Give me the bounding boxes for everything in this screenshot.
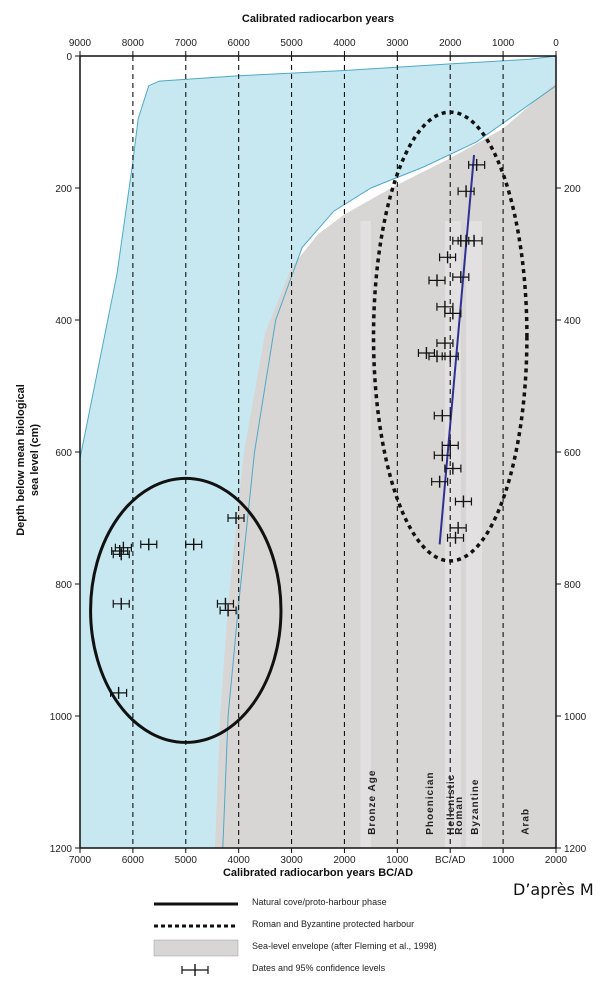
legend-label: Dates and 95% confidence levels [252, 963, 386, 973]
y-tick-label: 0 [66, 52, 72, 63]
x-tick-label: 5000 [175, 855, 198, 866]
y-tick-label: 400 [55, 316, 72, 327]
y-tick-label: 200 [55, 184, 72, 195]
data-point [216, 597, 235, 610]
period-label: Arab [520, 808, 531, 835]
right-y-tick-label: 800 [564, 580, 581, 591]
period-label: Hellenistic [446, 774, 457, 835]
y-tick-label: 600 [55, 448, 72, 459]
legend-swatch [181, 964, 209, 976]
data-point [452, 234, 470, 247]
data-point [227, 512, 245, 524]
x-tick-label: 6000 [122, 855, 145, 866]
top-tick-label: 5000 [280, 38, 303, 49]
top-tick-label: 4000 [333, 38, 356, 49]
data-point [110, 686, 128, 699]
top-tick-label: 2000 [439, 38, 462, 49]
top-axis-title: Calibrated radiocarbon years [242, 13, 394, 25]
period-label: Phoenician [425, 771, 436, 834]
data-point [444, 307, 462, 320]
data-point [112, 597, 130, 610]
y-axis-title-line-2: sea level (cm) [29, 424, 41, 496]
x-tick-label: BC/AD [435, 855, 466, 866]
period-label: Roman [454, 796, 465, 835]
data-point [111, 545, 129, 557]
legend-label: Roman and Byzantine protected harbour [252, 919, 415, 929]
top-tick-label: 3000 [386, 38, 409, 49]
x-tick-label: 4000 [228, 855, 251, 866]
trend-line [438, 154, 476, 545]
top-tick-label: 9000 [69, 38, 92, 49]
data-point [446, 531, 465, 544]
data-point [185, 538, 203, 551]
x-tick-label: 2000 [545, 855, 568, 866]
data-point [433, 409, 451, 422]
legend: Natural cove/proto-harbour phase Roman an… [150, 895, 570, 983]
x-tick-label: 1000 [492, 855, 515, 866]
envelope-upper-edge [79, 55, 557, 459]
right-y-tick-label: 400 [564, 316, 581, 327]
data-point [112, 548, 130, 561]
legend-item: Dates and 95% confidence levels [150, 961, 570, 983]
x-axis-title: Calibrated radiocarbon years BC/AD [223, 867, 413, 879]
period-label: Byzantine [470, 779, 481, 835]
data-point [454, 495, 473, 508]
period-label: Bronze Age [367, 770, 378, 835]
y-axis-title-line-1: Depth below mean biological [15, 384, 27, 536]
data-point [449, 521, 467, 534]
natural-cove-ellipse [89, 476, 283, 744]
x-tick-label: 3000 [280, 855, 303, 866]
legend-grey-box [153, 939, 239, 957]
envelope-lower-edge [222, 85, 557, 849]
legend-item: Sea-level envelope (after Fleming et al.… [150, 939, 570, 961]
top-tick-label: 0 [553, 38, 559, 49]
legend-label: Natural cove/proto-harbour phase [252, 897, 387, 907]
legend-swatch [154, 924, 238, 928]
harbour-ellipse [371, 110, 529, 563]
legend-swatch [153, 939, 239, 957]
period-band-2 [466, 221, 482, 848]
data-point [114, 541, 132, 554]
data-point [431, 475, 449, 488]
data-point [468, 158, 486, 171]
legend-item: Roman and Byzantine protected harbour [150, 917, 570, 939]
right-y-tick-label: 200 [564, 184, 581, 195]
top-tick-label: 7000 [175, 38, 198, 49]
data-point [452, 271, 470, 284]
data-point [433, 449, 451, 462]
x-tick-label: 2000 [333, 855, 356, 866]
right-y-tick-label: 1000 [564, 712, 587, 723]
source-caption: D’après M [513, 880, 594, 899]
y-tick-label: 1000 [50, 712, 73, 723]
data-point [428, 274, 446, 287]
period-band-1 [444, 221, 461, 848]
data-point [219, 604, 237, 617]
top-tick-label: 8000 [122, 38, 145, 49]
data-point [436, 337, 454, 350]
data-point [140, 538, 158, 551]
y-tick-label: 800 [55, 580, 72, 591]
data-point [438, 251, 457, 264]
legend-swatch [154, 902, 238, 906]
data-point [441, 350, 459, 363]
x-tick-label: 7000 [69, 855, 92, 866]
right-y-tick-label: 600 [564, 448, 581, 459]
period-band-0 [360, 221, 371, 848]
x-tick-label: 1000 [386, 855, 409, 866]
legend-label: Sea-level envelope (after Fleming et al.… [252, 941, 437, 951]
data-point [441, 439, 459, 452]
data-point [444, 462, 462, 475]
top-tick-label: 1000 [492, 38, 515, 49]
right-y-tick-label: 1200 [564, 844, 587, 855]
data-point [417, 347, 436, 359]
data-point [457, 185, 475, 198]
y-tick-label: 1200 [50, 844, 73, 855]
top-tick-label: 6000 [228, 38, 251, 49]
legend-item: Natural cove/proto-harbour phase [150, 895, 570, 917]
sea-level-band [80, 56, 556, 848]
